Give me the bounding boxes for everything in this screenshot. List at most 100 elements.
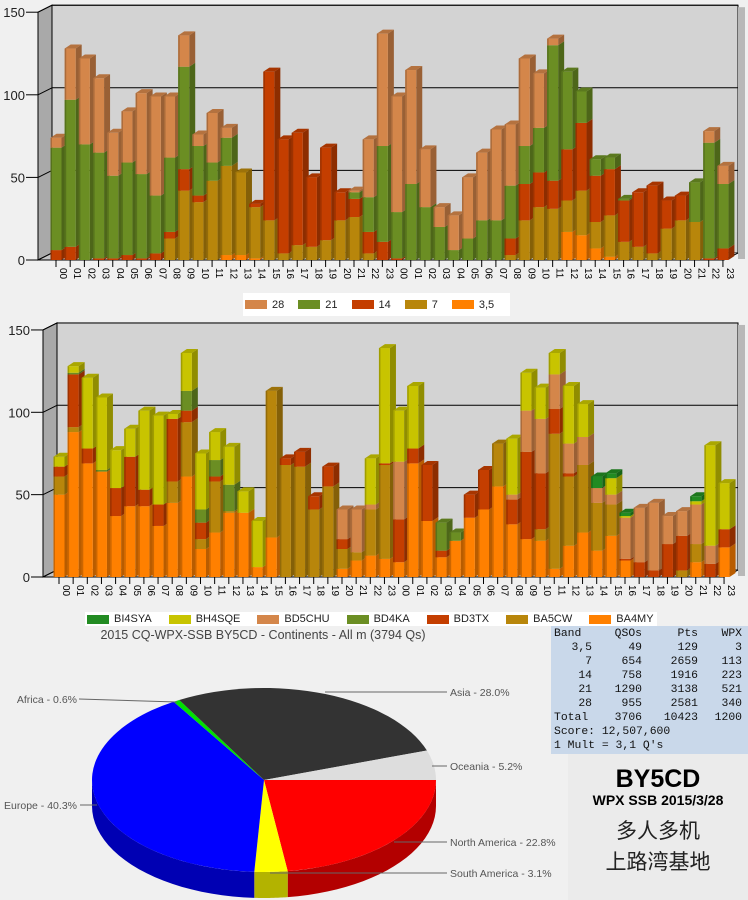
bar-top: [674, 191, 692, 196]
x-tick-label: 09: [525, 268, 536, 280]
bar-top: [195, 449, 212, 454]
bar-segment-BD4KA: [209, 460, 221, 477]
bar-top: [265, 386, 283, 391]
bar-segment-21: [362, 197, 374, 232]
bar-segment-14: [178, 169, 190, 191]
bar-top: [717, 161, 735, 166]
bar-segment-BD5CHU: [605, 494, 617, 505]
x-tick-label: 17: [301, 585, 312, 597]
x-tick-label: 00: [60, 585, 71, 597]
bar-top: [263, 67, 281, 72]
x-tick-label: 10: [539, 268, 550, 280]
pie-title: 2015 CQ-WPX-SSB BY5CD - Continents - All…: [100, 628, 426, 642]
x-tick-label: 02: [428, 585, 439, 597]
x-tick-label: 13: [244, 585, 255, 597]
station-panel: BY5CD WPX SSB 2015/3/28 多人多机 上路湾基地: [568, 754, 748, 900]
bar-segment-21: [717, 184, 729, 249]
bar-segment-BA4MY: [520, 539, 532, 577]
legend-label: BH4SQE: [195, 613, 241, 625]
bar-segment-edge: [676, 511, 678, 536]
bar-segment-21: [50, 147, 62, 251]
bar-segment-edge: [433, 207, 436, 227]
bar-segment-21: [618, 198, 630, 201]
bar-top: [532, 69, 550, 74]
bar-top: [95, 393, 113, 398]
bar-segment-BH4SQE: [562, 385, 574, 444]
bar-segment-14: [277, 139, 289, 254]
bar-segment-BH4SQE: [718, 483, 730, 530]
bar-top: [93, 74, 111, 79]
x-tick-label: 18: [315, 585, 326, 597]
bar-segment-BA4MY: [605, 535, 617, 577]
bar-segment-BD3TX: [718, 529, 730, 548]
bar-segment-edge: [209, 481, 211, 533]
x-tick-label: 16: [284, 268, 295, 280]
legend-item: BA4MY: [589, 613, 654, 625]
bar-top: [504, 120, 522, 125]
bar-top: [447, 211, 465, 216]
bar-segment-edge: [393, 519, 395, 563]
bar-top: [589, 155, 607, 160]
x-tick-label: 18: [654, 585, 665, 597]
bar-segment-edge: [589, 248, 592, 260]
x-tick-label: 04: [114, 268, 125, 280]
bar-segment-edge: [277, 253, 280, 260]
bar-segment-BH4SQE: [81, 377, 93, 449]
bar-segment-edge: [676, 535, 678, 571]
bar-segment-BA5CW: [562, 476, 574, 546]
bar-segment-edge: [577, 404, 579, 438]
bar-segment-BD3TX: [294, 451, 306, 467]
plot-side-wall: [37, 4, 53, 261]
bar-segment-BD5CHU: [676, 511, 688, 536]
bar-segment-7: [249, 207, 261, 259]
x-tick-label: 09: [187, 585, 198, 597]
table-cell: 1916: [670, 670, 698, 682]
bar-stack: [603, 153, 621, 260]
bar-segment-edge: [717, 248, 719, 260]
bar-segment-BH4SQE: [110, 450, 122, 489]
y-tick-depth: [37, 4, 53, 13]
bar-segment-edge: [249, 203, 251, 208]
bar-segment-7: [589, 222, 601, 249]
x-tick-label: 22: [711, 585, 722, 597]
bar-segment-28: [206, 112, 218, 163]
bar-segment-edge: [64, 99, 67, 247]
bar-segment-BH4SQE: [180, 353, 192, 391]
bar-stack: [407, 381, 425, 577]
bar-segment-21: [575, 91, 587, 123]
bar-segment-edge: [690, 504, 692, 545]
bar-segment-7: [646, 253, 658, 260]
bar-segment-edge: [166, 481, 169, 503]
bar-segment-28: [78, 58, 90, 145]
bar-segment-side: [728, 244, 735, 260]
bar-segment-edge: [138, 489, 140, 507]
table-cell: 1290: [614, 684, 642, 696]
bar-top: [78, 54, 96, 59]
bar-top: [164, 92, 182, 97]
bar-segment-BH4SQE: [605, 478, 617, 495]
bar-top: [405, 66, 423, 71]
bar-top: [603, 153, 621, 158]
table-row: 14 758 1916 223: [554, 669, 745, 683]
bar-segment-edge: [661, 544, 664, 577]
bar-segment-28: [121, 111, 133, 163]
bar-segment-edge: [619, 512, 621, 517]
bar-segment-BA5CW: [53, 476, 65, 495]
bar-segment-BD3TX: [548, 409, 560, 434]
bar-segment-edge: [279, 458, 282, 466]
x-tick-label: 04: [456, 585, 467, 597]
bar-segment-BA4MY: [53, 494, 65, 577]
bar-top: [407, 381, 425, 386]
x-tick-label: 22: [710, 268, 721, 280]
bar-segment-7: [192, 202, 204, 260]
bar-segment-7: [518, 220, 530, 260]
bar-segment-edge: [67, 366, 70, 373]
bar-segment-edge: [577, 532, 579, 577]
bar-top: [209, 428, 227, 433]
bar-segment-edge: [93, 78, 95, 153]
x-tick-label: 08: [173, 585, 184, 597]
bar-segment-edge: [393, 410, 395, 462]
bar-top: [561, 67, 579, 72]
bar-top: [463, 490, 481, 495]
y-tick-label: 0: [23, 570, 30, 585]
